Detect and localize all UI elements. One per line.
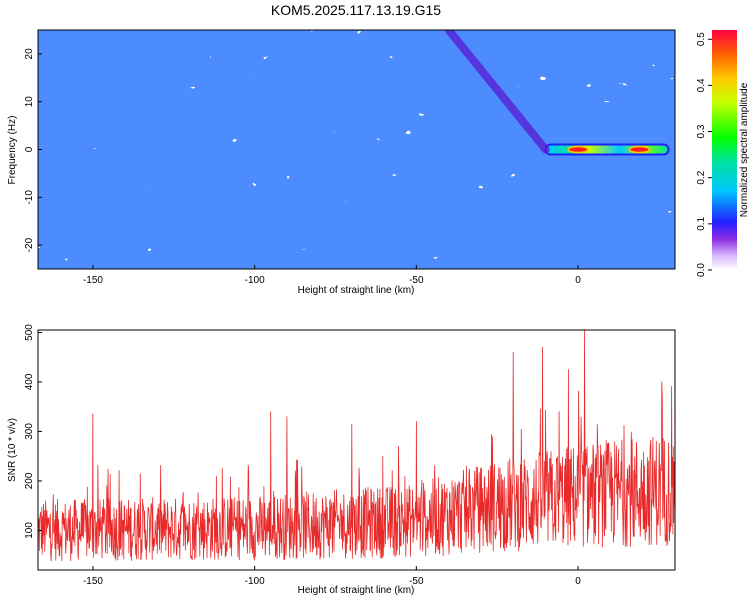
spectrogram-y-tick-label: -10	[24, 190, 35, 205]
snr-frame	[37, 329, 676, 571]
colorbar-gradient	[712, 30, 737, 270]
colorbar-tick-label: 0.3	[696, 124, 707, 138]
snr-series-line	[38, 330, 675, 562]
spectrogram-y-tick-label: 10	[24, 96, 35, 108]
snr-y-tick-label: 200	[24, 472, 35, 489]
snr-x-tick-label: 0	[575, 576, 581, 587]
spectrogram-y-tick-label: 0	[24, 146, 35, 152]
snr-y-tick-label: 400	[24, 373, 35, 390]
spectrogram-x-tick-label: -150	[83, 275, 103, 286]
colorbar: 0.0 0.1 0.2 0.3 0.4 0.5 Normalized spectral a…	[696, 30, 750, 277]
spectrogram-y-tick-label: 20	[24, 48, 35, 60]
colorbar-tick-label: 0.5	[696, 32, 707, 46]
colorbar-label: Normalized spectral amplitude	[739, 82, 750, 217]
colorbar-tick-label: 0.0	[696, 263, 707, 277]
colorbar-tick-label: 0.1	[696, 216, 707, 230]
snr-y-tick-label: 500	[24, 324, 35, 341]
signal-peak	[628, 145, 651, 154]
colorbar-tick-label: 0.2	[696, 170, 707, 184]
spectrogram-x-tick-label: 0	[575, 275, 581, 286]
snr-x-tick-label: -150	[83, 576, 103, 587]
snr-y-tick-label: 100	[24, 522, 35, 539]
snr-x-axis-label: Height of straight line (km)	[298, 585, 415, 596]
spectrogram-y-axis-label: Frequency (Hz)	[7, 116, 18, 185]
snr-x-tick-label: -50	[409, 576, 424, 587]
signal-peak	[567, 145, 589, 154]
snr-panel: -150 -100 -50 0 100 200 300 400 500 Height of s…	[7, 324, 676, 596]
snr-y-axis-label: SNR (10 * v/v)	[7, 418, 18, 482]
spectrogram-x-tick-label: -50	[409, 275, 424, 286]
snr-y-tick-label: 300	[24, 423, 35, 440]
figure-title: KOM5.2025.117.13.19.G15	[271, 2, 441, 18]
spectrogram-y-tick-label: -20	[24, 237, 35, 252]
spectrogram-x-axis-label: Height of straight line (km)	[298, 285, 415, 296]
spectrogram-x-tick-label: -100	[245, 275, 265, 286]
snr-x-tick-label: -100	[245, 576, 265, 587]
colorbar-tick-label: 0.4	[696, 78, 707, 92]
diagonal-track	[444, 30, 550, 154]
